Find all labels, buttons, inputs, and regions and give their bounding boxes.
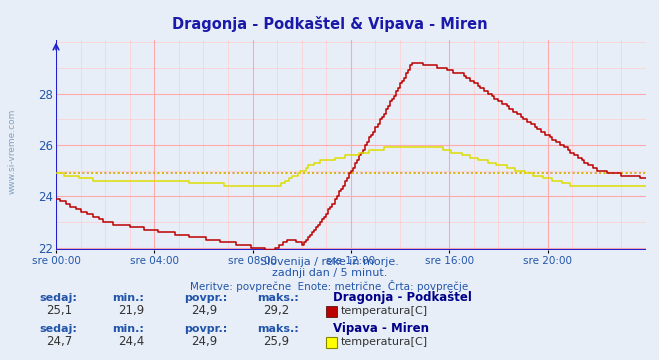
Text: Slovenija / reke in morje.: Slovenija / reke in morje. — [260, 257, 399, 267]
Text: Dragonja - Podkaštel & Vipava - Miren: Dragonja - Podkaštel & Vipava - Miren — [172, 16, 487, 32]
Text: 24,9: 24,9 — [191, 335, 217, 348]
Text: povpr.:: povpr.: — [185, 324, 228, 334]
Text: Dragonja - Podkaštel: Dragonja - Podkaštel — [333, 291, 472, 303]
Text: sedaj:: sedaj: — [40, 324, 77, 334]
Text: sedaj:: sedaj: — [40, 293, 77, 303]
Text: povpr.:: povpr.: — [185, 293, 228, 303]
Text: zadnji dan / 5 minut.: zadnji dan / 5 minut. — [272, 268, 387, 278]
Text: maks.:: maks.: — [257, 293, 299, 303]
Text: temperatura[C]: temperatura[C] — [341, 337, 428, 347]
Text: min.:: min.: — [112, 324, 144, 334]
Text: 24,4: 24,4 — [119, 335, 145, 348]
Text: Vipava - Miren: Vipava - Miren — [333, 322, 429, 335]
Text: maks.:: maks.: — [257, 324, 299, 334]
Text: www.si-vreme.com: www.si-vreme.com — [8, 108, 17, 194]
Text: 25,9: 25,9 — [264, 335, 290, 348]
Text: 21,9: 21,9 — [119, 304, 145, 317]
Text: 25,1: 25,1 — [46, 304, 72, 317]
Text: Meritve: povprečne  Enote: metrične  Črta: povprečje: Meritve: povprečne Enote: metrične Črta:… — [190, 280, 469, 292]
Text: temperatura[C]: temperatura[C] — [341, 306, 428, 316]
Text: 24,9: 24,9 — [191, 304, 217, 317]
Text: 29,2: 29,2 — [264, 304, 290, 317]
Text: min.:: min.: — [112, 293, 144, 303]
Text: 24,7: 24,7 — [46, 335, 72, 348]
